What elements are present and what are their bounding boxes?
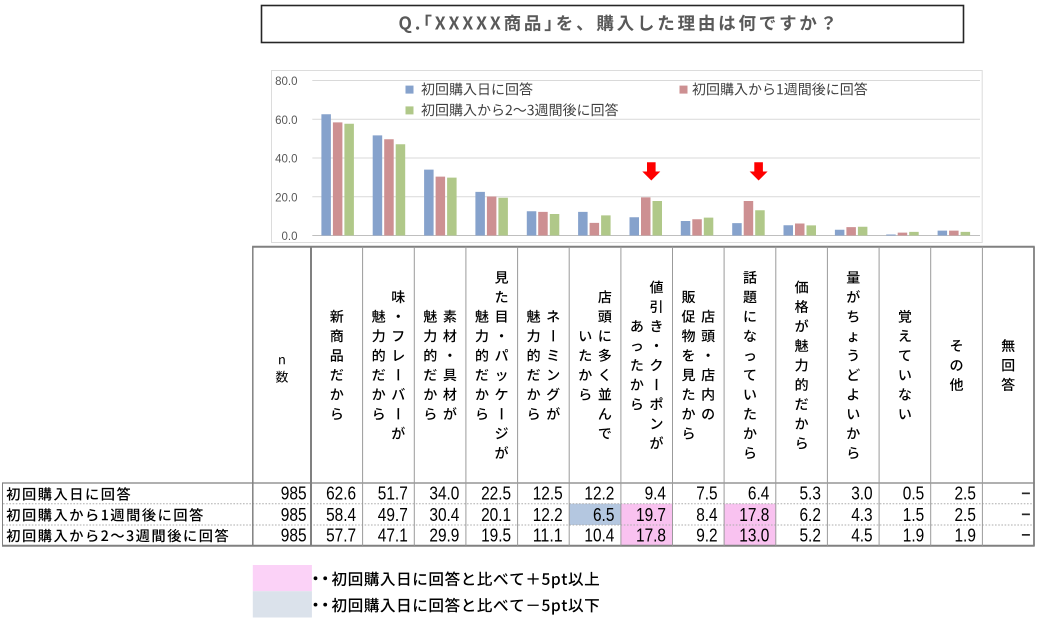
svg-text:2.5: 2.5 bbox=[955, 505, 976, 525]
svg-text:3.0: 3.0 bbox=[851, 484, 872, 504]
svg-text:6.4: 6.4 bbox=[748, 484, 769, 504]
svg-text:60.0: 60.0 bbox=[275, 115, 297, 127]
svg-text:80.0: 80.0 bbox=[275, 76, 297, 88]
svg-text:34.0: 34.0 bbox=[429, 484, 459, 504]
svg-text:985: 985 bbox=[281, 505, 307, 525]
svg-text:8.4: 8.4 bbox=[696, 505, 717, 525]
svg-text:7.5: 7.5 bbox=[696, 484, 717, 504]
svg-text:2.5: 2.5 bbox=[955, 484, 976, 504]
svg-text:22.5: 22.5 bbox=[481, 484, 511, 504]
svg-text:4.5: 4.5 bbox=[851, 525, 872, 545]
svg-text:985: 985 bbox=[281, 525, 307, 545]
svg-text:19.7: 19.7 bbox=[636, 505, 666, 525]
svg-text:47.1: 47.1 bbox=[378, 525, 408, 545]
svg-text:40.0: 40.0 bbox=[275, 154, 297, 166]
svg-text:5.3: 5.3 bbox=[800, 484, 821, 504]
svg-text:1.9: 1.9 bbox=[955, 525, 976, 545]
svg-text:13.0: 13.0 bbox=[739, 525, 769, 545]
svg-text:57.7: 57.7 bbox=[326, 525, 356, 545]
svg-text:11.1: 11.1 bbox=[533, 525, 563, 545]
svg-text:51.7: 51.7 bbox=[378, 484, 408, 504]
svg-text:58.4: 58.4 bbox=[326, 505, 356, 525]
svg-text:0.0: 0.0 bbox=[282, 231, 298, 243]
svg-text:20.0: 20.0 bbox=[275, 192, 297, 204]
svg-text:12.2: 12.2 bbox=[533, 505, 563, 525]
svg-text:12.5: 12.5 bbox=[533, 484, 563, 504]
svg-text:1.5: 1.5 bbox=[903, 505, 924, 525]
svg-text:10.4: 10.4 bbox=[584, 525, 614, 545]
svg-text:19.5: 19.5 bbox=[481, 525, 511, 545]
svg-text:30.4: 30.4 bbox=[429, 505, 459, 525]
svg-text:9.4: 9.4 bbox=[645, 484, 666, 504]
svg-text:6.2: 6.2 bbox=[800, 505, 821, 525]
svg-text:9.2: 9.2 bbox=[696, 525, 717, 545]
svg-text:20.1: 20.1 bbox=[481, 505, 511, 525]
svg-text:4.3: 4.3 bbox=[851, 505, 872, 525]
svg-text:17.8: 17.8 bbox=[739, 505, 769, 525]
svg-text:5.2: 5.2 bbox=[800, 525, 821, 545]
svg-text:985: 985 bbox=[281, 484, 307, 504]
svg-text:62.6: 62.6 bbox=[326, 484, 356, 504]
svg-text:49.7: 49.7 bbox=[378, 505, 408, 525]
svg-text:17.8: 17.8 bbox=[636, 525, 666, 545]
svg-text:29.9: 29.9 bbox=[429, 525, 459, 545]
svg-text:0.5: 0.5 bbox=[903, 484, 924, 504]
svg-text:6.5: 6.5 bbox=[593, 505, 614, 525]
svg-text:12.2: 12.2 bbox=[584, 484, 614, 504]
svg-text:1.9: 1.9 bbox=[903, 525, 924, 545]
